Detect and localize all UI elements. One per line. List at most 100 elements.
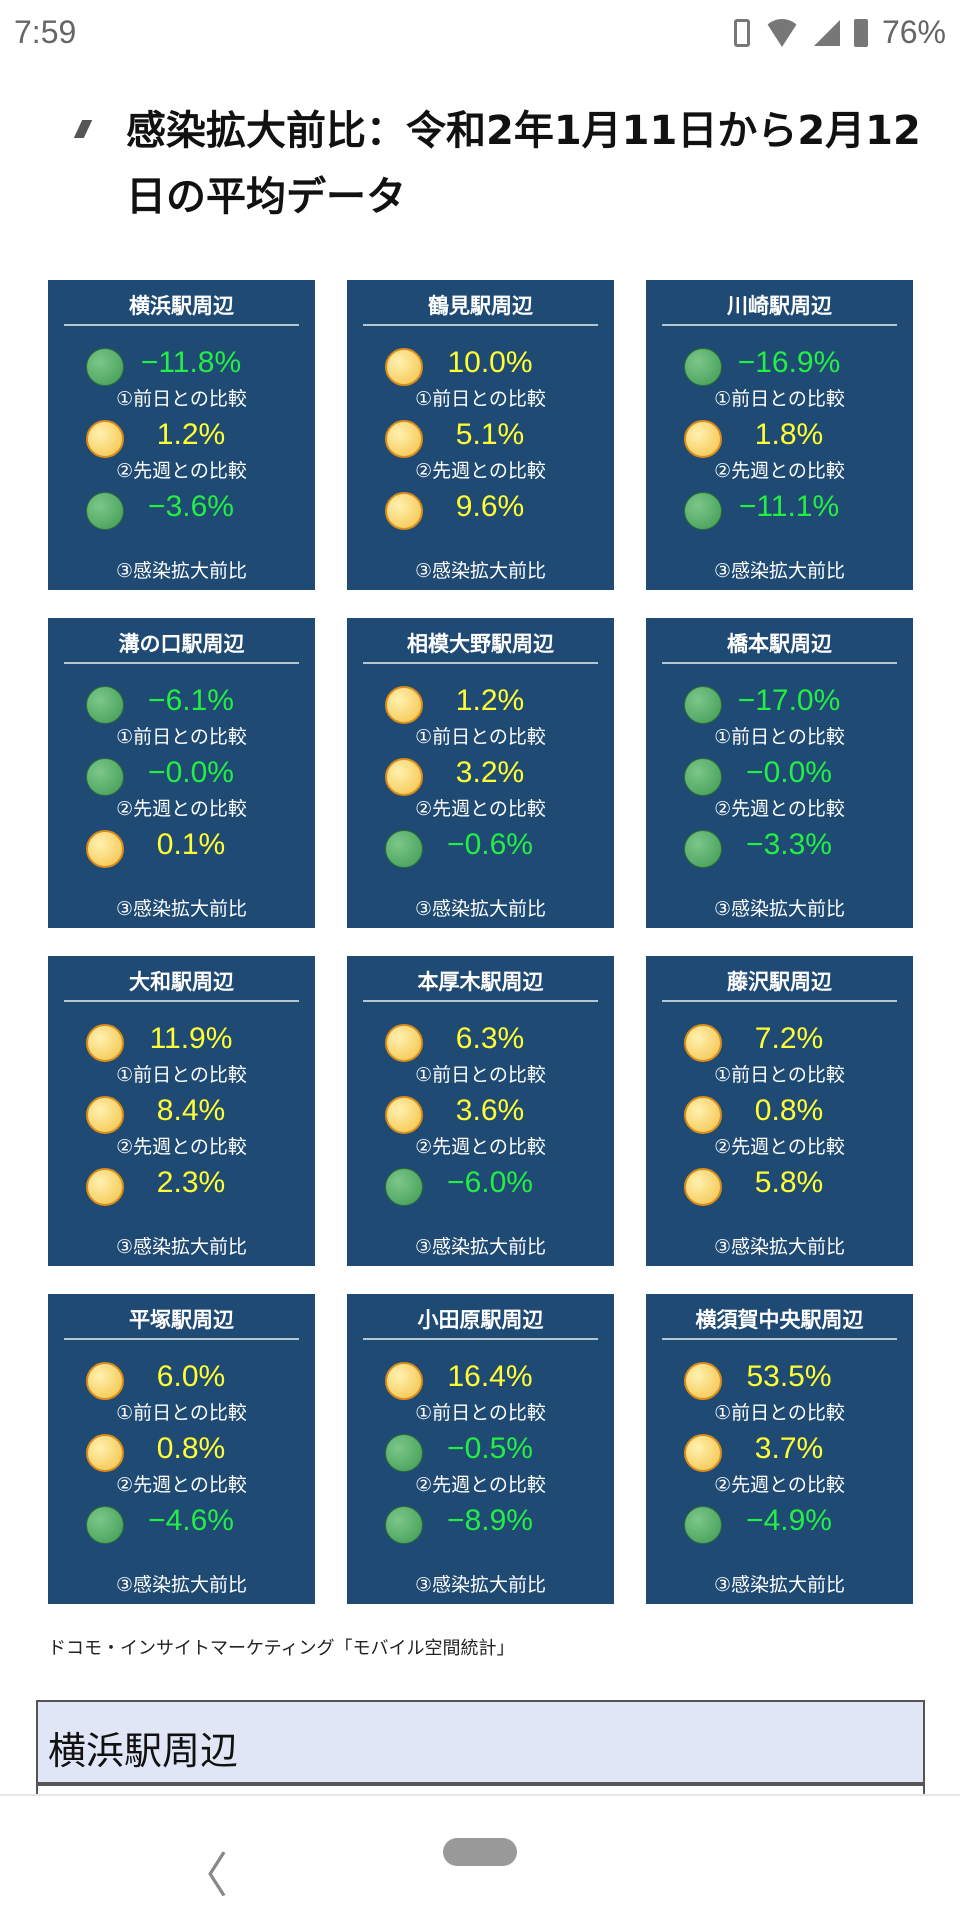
- back-icon[interactable]: 〈: [180, 1848, 229, 1904]
- metric-row: 9.6%: [347, 490, 614, 532]
- metric-label: ③感染拡大前比: [414, 1236, 547, 1258]
- metric-label: ①前日との比較: [116, 726, 247, 748]
- metric-value: 3.6%: [455, 1094, 525, 1127]
- green-circle-icon: [86, 1506, 124, 1544]
- battery-level: 76%: [881, 14, 946, 50]
- station-card: 小田原駅周辺 16.4% ①前日との比較 −0.5% ②先週との比較 −8.9%…: [347, 1294, 614, 1604]
- metric-row: −11.1%: [646, 490, 913, 532]
- accordion-body: [36, 1784, 925, 1794]
- station-card: 川崎駅周辺 −16.9% ①前日との比較 1.8% ②先週との比較 −11.1%…: [646, 280, 913, 590]
- yellow-circle-icon: [684, 1434, 722, 1472]
- metric-value: 0.1%: [156, 828, 226, 861]
- yellow-circle-icon: [385, 1362, 423, 1400]
- green-circle-icon: [684, 348, 722, 386]
- metric-label: ②先週との比較: [714, 798, 845, 820]
- nav-bar: 〈: [0, 1794, 960, 1920]
- divider: [363, 1338, 598, 1340]
- divider: [662, 324, 897, 326]
- metric-value: −11.1%: [738, 490, 840, 523]
- metric-row: 5.8%: [646, 1166, 913, 1208]
- metric-value: 3.2%: [455, 756, 525, 789]
- station-name: 藤沢駅周辺: [727, 970, 832, 994]
- metric-label: ②先週との比較: [415, 1474, 546, 1496]
- yellow-circle-icon: [86, 1096, 124, 1134]
- home-button[interactable]: [443, 1838, 517, 1866]
- metric-value: 9.6%: [455, 490, 525, 523]
- source-note: ドコモ・インサイトマーケティング「モバイル空間統計」: [48, 1638, 515, 1659]
- yellow-circle-icon: [385, 686, 423, 724]
- station-card: 平塚駅周辺 6.0% ①前日との比較 0.8% ②先週との比較 −4.6% ③感…: [48, 1294, 315, 1604]
- metric-row: 3.2%: [347, 756, 614, 798]
- metric-value: −16.9%: [737, 346, 841, 379]
- metric-label: ③感染拡大前比: [713, 898, 846, 920]
- station-name: 横浜駅周辺: [129, 294, 234, 318]
- metric-label: ③感染拡大前比: [115, 898, 248, 920]
- yellow-circle-icon: [86, 1168, 124, 1206]
- metric-row: 16.4%: [347, 1360, 614, 1402]
- station-name: 鶴見駅周辺: [428, 294, 533, 318]
- green-circle-icon: [684, 492, 722, 530]
- metric-row: 2.3%: [48, 1166, 315, 1208]
- battery-icon: [853, 18, 868, 47]
- metric-label: ①前日との比較: [116, 1402, 247, 1424]
- green-circle-icon: [86, 348, 124, 386]
- station-name: 相模大野駅周辺: [407, 632, 554, 656]
- metric-row: 0.8%: [646, 1094, 913, 1136]
- metric-value: 6.3%: [455, 1022, 525, 1055]
- accordion-header[interactable]: 横浜駅周辺: [36, 1700, 925, 1784]
- metric-value: 2.3%: [156, 1166, 226, 1199]
- metric-row: 10.0%: [347, 346, 614, 388]
- yellow-circle-icon: [684, 1362, 722, 1400]
- green-circle-icon: [86, 758, 124, 796]
- metric-label: ②先週との比較: [714, 1474, 845, 1496]
- yellow-circle-icon: [684, 1096, 722, 1134]
- metric-value: 10.0%: [447, 346, 533, 379]
- metric-value: 1.2%: [156, 418, 226, 451]
- metric-row: 0.8%: [48, 1432, 315, 1474]
- metric-row: −3.3%: [646, 828, 913, 870]
- metric-value: −0.5%: [447, 1432, 533, 1465]
- metric-value: −0.0%: [746, 756, 832, 789]
- station-card: 藤沢駅周辺 7.2% ①前日との比較 0.8% ②先週との比較 5.8% ③感染…: [646, 956, 913, 1266]
- metric-row: −11.8%: [48, 346, 315, 388]
- station-card: 鶴見駅周辺 10.0% ①前日との比較 5.1% ②先週との比較 9.6% ③感…: [347, 280, 614, 590]
- yellow-circle-icon: [385, 420, 423, 458]
- metric-row: −0.0%: [646, 756, 913, 798]
- station-name: 橋本駅周辺: [727, 632, 832, 656]
- metric-value: 8.4%: [156, 1094, 226, 1127]
- yellow-circle-icon: [86, 1434, 124, 1472]
- metric-row: −0.5%: [347, 1432, 614, 1474]
- metric-row: 1.8%: [646, 418, 913, 460]
- divider: [363, 1000, 598, 1002]
- signal-icon: [813, 19, 840, 46]
- divider: [662, 662, 897, 664]
- metric-row: 3.6%: [347, 1094, 614, 1136]
- green-circle-icon: [684, 686, 722, 724]
- divider: [64, 324, 299, 326]
- metric-label: ①前日との比較: [714, 726, 845, 748]
- metric-row: −0.0%: [48, 756, 315, 798]
- green-circle-icon: [385, 1434, 423, 1472]
- station-name: 小田原駅周辺: [417, 1308, 544, 1332]
- metric-label: ①前日との比較: [714, 1402, 845, 1424]
- metric-label: ①前日との比較: [116, 388, 247, 410]
- metric-label: ①前日との比較: [415, 1402, 546, 1424]
- metric-value: 16.4%: [447, 1360, 533, 1393]
- metric-label: ③感染拡大前比: [414, 898, 547, 920]
- metric-row: −4.6%: [48, 1504, 315, 1546]
- metric-row: −6.1%: [48, 684, 315, 726]
- metric-value: 53.5%: [746, 1360, 832, 1393]
- metric-label: ③感染拡大前比: [713, 1236, 846, 1258]
- metric-value: 5.1%: [455, 418, 525, 451]
- metric-row: 6.0%: [48, 1360, 315, 1402]
- green-circle-icon: [86, 686, 124, 724]
- divider: [363, 324, 598, 326]
- metric-label: ②先週との比較: [116, 798, 247, 820]
- divider: [662, 1000, 897, 1002]
- metric-label: ③感染拡大前比: [414, 1574, 547, 1596]
- metric-row: −6.0%: [347, 1166, 614, 1208]
- metric-value: 11.9%: [149, 1022, 233, 1055]
- metric-label: ①前日との比較: [415, 1064, 546, 1086]
- accordion-title: 横浜駅周辺: [48, 1729, 239, 1773]
- metric-label: ②先週との比較: [415, 460, 546, 482]
